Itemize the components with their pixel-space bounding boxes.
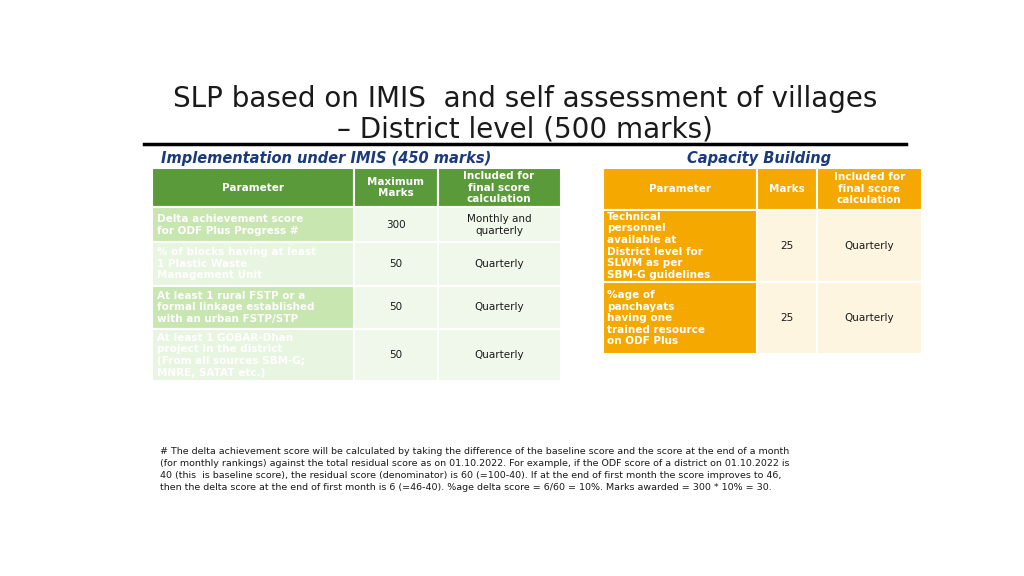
FancyBboxPatch shape: [602, 168, 758, 210]
Text: Quarterly: Quarterly: [845, 313, 894, 323]
Text: Marks: Marks: [769, 184, 805, 194]
Text: 50: 50: [389, 259, 402, 269]
Text: SLP based on IMIS  and self assessment of villages: SLP based on IMIS and self assessment of…: [173, 85, 877, 113]
FancyBboxPatch shape: [817, 168, 922, 210]
Text: 300: 300: [386, 220, 406, 230]
FancyBboxPatch shape: [354, 168, 437, 207]
Text: Quarterly: Quarterly: [474, 302, 524, 312]
Text: # The delta achievement score will be calculated by taking the difference of the: # The delta achievement score will be ca…: [160, 447, 790, 492]
FancyBboxPatch shape: [354, 242, 437, 286]
Text: 25: 25: [780, 241, 794, 251]
FancyBboxPatch shape: [602, 210, 758, 282]
FancyBboxPatch shape: [437, 207, 560, 242]
FancyBboxPatch shape: [152, 242, 354, 286]
FancyBboxPatch shape: [758, 282, 817, 354]
Text: Implementation under IMIS (450 marks): Implementation under IMIS (450 marks): [161, 151, 492, 166]
Text: Capacity Building: Capacity Building: [687, 151, 830, 166]
Text: – District level (500 marks): – District level (500 marks): [337, 116, 713, 143]
FancyBboxPatch shape: [152, 168, 354, 207]
FancyBboxPatch shape: [437, 242, 560, 286]
Text: At least 1 rural FSTP or a
formal linkage established
with an urban FSTP/STP: At least 1 rural FSTP or a formal linkag…: [157, 291, 314, 324]
Text: Technical
personnel
available at
District level for
SLWM as per
SBM-G guidelines: Technical personnel available at Distric…: [607, 212, 711, 280]
Text: 25: 25: [780, 313, 794, 323]
Text: Quarterly: Quarterly: [474, 350, 524, 360]
FancyBboxPatch shape: [602, 282, 758, 354]
FancyBboxPatch shape: [437, 329, 560, 381]
Text: Maximum
Marks: Maximum Marks: [368, 177, 424, 198]
FancyBboxPatch shape: [354, 286, 437, 329]
FancyBboxPatch shape: [437, 168, 560, 207]
Text: Quarterly: Quarterly: [474, 259, 524, 269]
FancyBboxPatch shape: [152, 329, 354, 381]
FancyBboxPatch shape: [817, 282, 922, 354]
Text: 50: 50: [389, 302, 402, 312]
Text: At least 1 GOBAR-Dhan
project in the district
(From all sources SBM-G;
MNRE, SAT: At least 1 GOBAR-Dhan project in the dis…: [157, 333, 304, 378]
FancyBboxPatch shape: [437, 286, 560, 329]
FancyBboxPatch shape: [152, 207, 354, 242]
Text: Monthly and
quarterly: Monthly and quarterly: [467, 214, 531, 236]
FancyBboxPatch shape: [758, 168, 817, 210]
FancyBboxPatch shape: [354, 329, 437, 381]
Text: Quarterly: Quarterly: [845, 241, 894, 251]
Text: %age of
panchayats
having one
trained resource
on ODF Plus: %age of panchayats having one trained re…: [607, 290, 706, 346]
Text: Parameter: Parameter: [222, 183, 284, 192]
Text: Included for
final score
calculation: Included for final score calculation: [834, 172, 905, 205]
Text: Included for
final score
calculation: Included for final score calculation: [464, 171, 535, 204]
Text: 50: 50: [389, 350, 402, 360]
FancyBboxPatch shape: [354, 207, 437, 242]
FancyBboxPatch shape: [817, 210, 922, 282]
FancyBboxPatch shape: [152, 286, 354, 329]
Text: % of blocks having at least
1 Plastic Waste
Management Unit: % of blocks having at least 1 Plastic Wa…: [157, 247, 315, 281]
Text: Parameter: Parameter: [649, 184, 711, 194]
FancyBboxPatch shape: [758, 210, 817, 282]
Text: Delta achievement score
for ODF Plus Progress #: Delta achievement score for ODF Plus Pro…: [157, 214, 303, 236]
